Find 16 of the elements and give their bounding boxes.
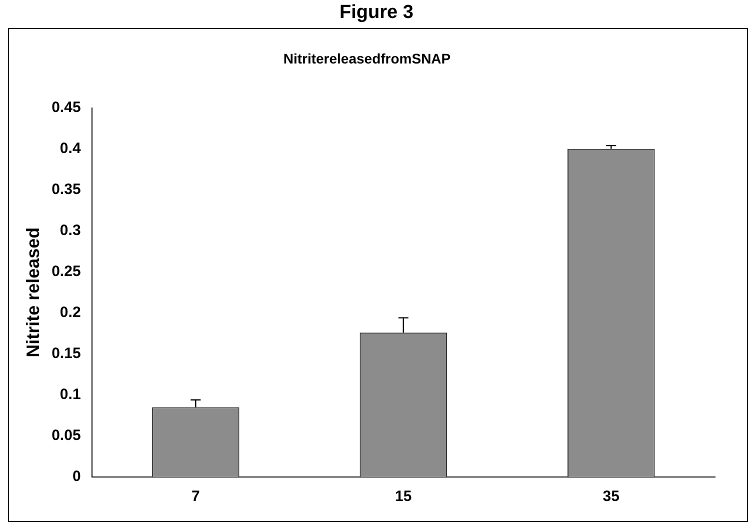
x-tick-label: 15 [395, 488, 412, 506]
y-tick-label: 0 [72, 468, 81, 486]
x-tick-label: 7 [191, 488, 200, 506]
y-tick-label: 0.35 [52, 180, 81, 198]
y-tick-label: 0.1 [60, 386, 81, 404]
chart-subtitle: NitritereleasedfromSNAP [283, 50, 451, 66]
y-tick-label: 0.45 [52, 98, 81, 116]
y-tick-label: 0.25 [52, 263, 81, 280]
y-axis-title: Nitrite released [22, 227, 43, 358]
y-tick-label: 0.15 [52, 345, 81, 362]
y-tick-label: 0.4 [60, 140, 82, 157]
x-tick-label: 35 [602, 488, 620, 506]
y-tick-label: 0.2 [60, 304, 81, 322]
y-tick-label: 0.05 [52, 427, 81, 444]
chart-title: Figure 3 [338, 2, 414, 24]
y-tick-label: 0.3 [60, 222, 81, 240]
